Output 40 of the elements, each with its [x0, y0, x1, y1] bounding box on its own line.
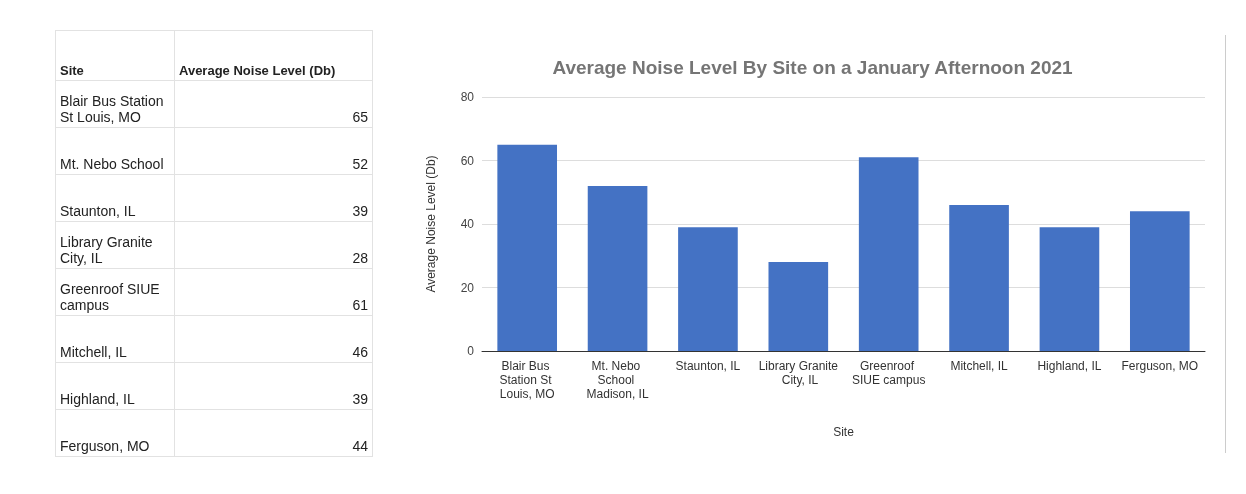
bar — [1039, 227, 1100, 351]
x-tick-label: Staunton, IL — [675, 359, 741, 373]
bar — [858, 157, 919, 351]
data-label: 46 — [174, 315, 373, 363]
data-label: 39 — [174, 362, 373, 410]
x-tick-label: Greenroof SIUE campus — [852, 359, 926, 387]
category-label: Staunton, IL — [55, 174, 175, 222]
x-tick-label: Highland, IL — [1037, 359, 1102, 373]
bar — [949, 204, 1009, 351]
x-tick-label: Ferguson, MO — [1121, 359, 1199, 373]
category-label: Greenroof SIUE campus — [55, 268, 175, 316]
x-tick-label: Mt. Nebo School Madison, IL — [586, 359, 649, 401]
y-tick-label: 40 — [460, 217, 475, 231]
bar — [768, 262, 829, 351]
category-label: Blair Bus Station St Louis, MO — [55, 80, 175, 128]
data-label: 65 — [174, 80, 373, 128]
x-axis-title: Site — [833, 425, 855, 439]
data-label: 28 — [174, 221, 373, 269]
category-label: Library Granite City, IL — [55, 221, 175, 269]
bar — [587, 185, 648, 351]
y-tick-label: 0 — [467, 344, 475, 358]
text: Average Noise Level (Db) — [174, 30, 373, 81]
x-tick-label: Library Granite City, IL — [758, 359, 839, 387]
y-tick-label: 20 — [460, 280, 475, 295]
data-label: 61 — [174, 268, 373, 316]
text: Site — [55, 30, 175, 81]
bar — [1129, 211, 1190, 351]
bar — [497, 144, 558, 351]
bar — [678, 227, 738, 351]
data-label: 39 — [174, 174, 373, 222]
category-label: Ferguson, MO — [55, 409, 175, 457]
chart-title: Average Noise Level By Site on a January Afternoon 2021 — [552, 57, 1074, 78]
x-tick-label: Mitchell, IL — [950, 359, 1009, 373]
data-label: 44 — [174, 409, 373, 457]
category-label: Mt. Nebo School — [55, 127, 175, 175]
y-tick-label: 60 — [460, 153, 475, 168]
y-tick-label: 80 — [460, 90, 475, 104]
data-label: 52 — [174, 127, 373, 175]
x-tick-label: Blair Bus Station St Louis, MO — [499, 359, 555, 401]
y-axis-title: Average Noise Level (Db) — [424, 155, 438, 293]
